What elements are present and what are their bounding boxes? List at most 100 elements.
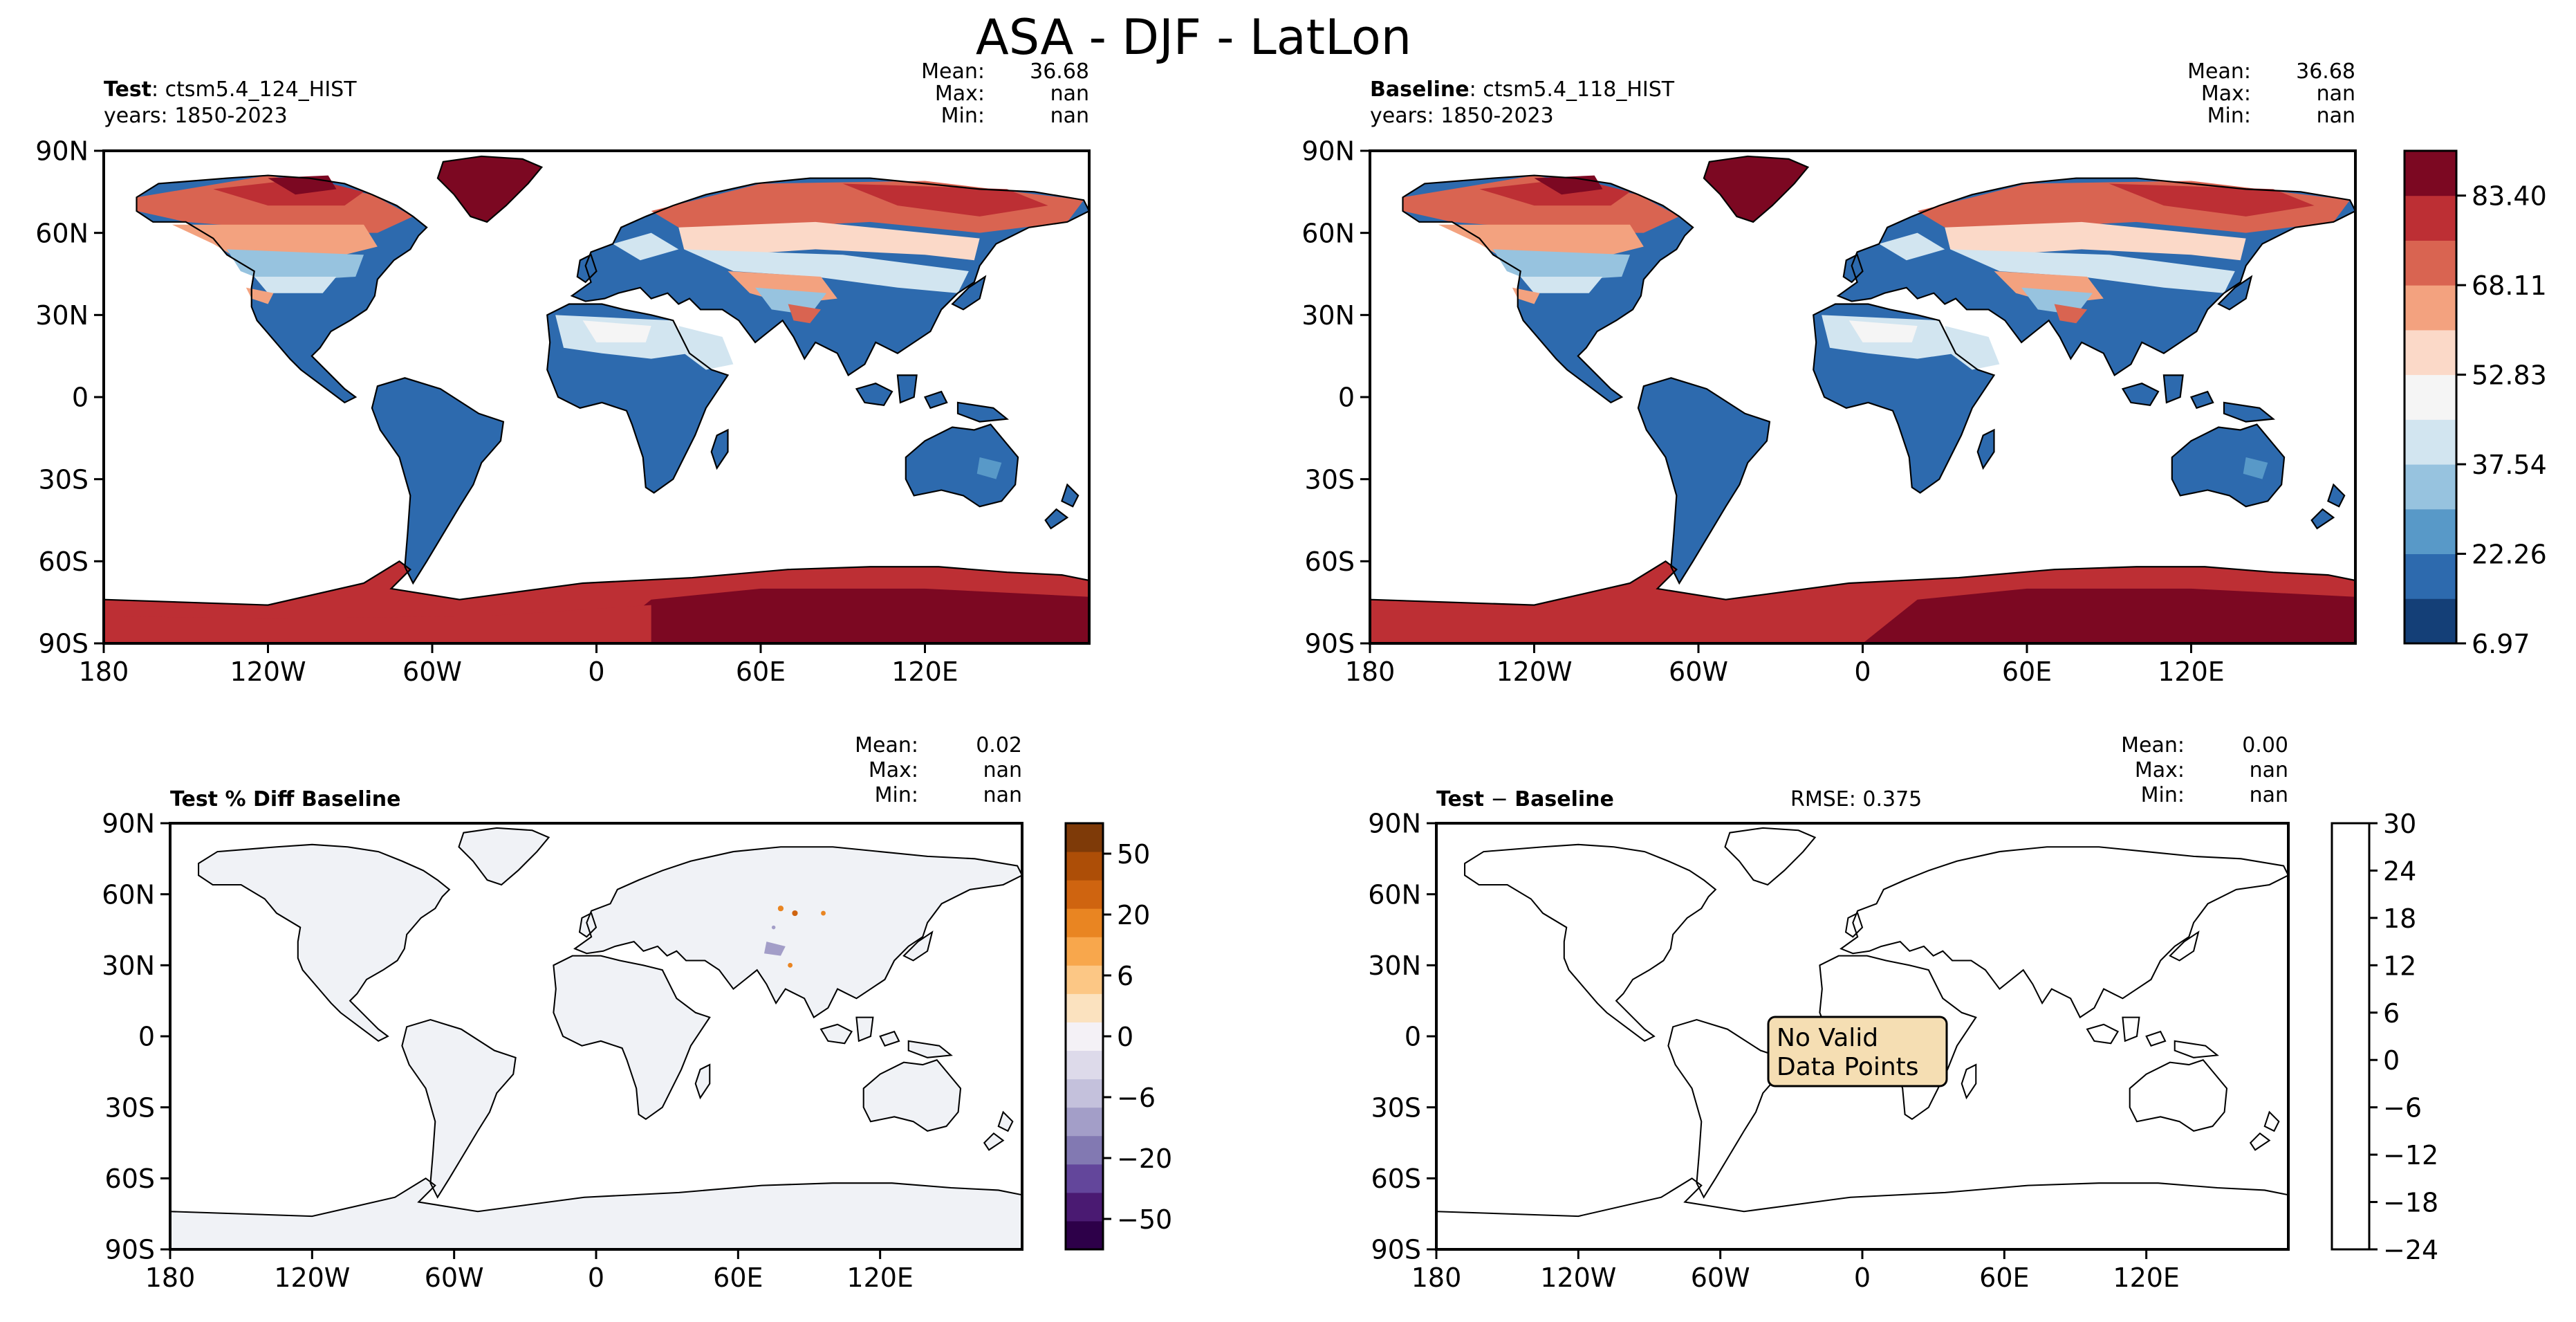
x-tick-label: 60E (713, 1263, 763, 1293)
panel-header: Test % Diff Baseline (170, 787, 401, 811)
map-area (1370, 151, 2355, 643)
no-data-notice: No Valid Data Points (1767, 1016, 1948, 1087)
y-tick-label: 60N (102, 879, 155, 910)
stat-min-label: Min: (2141, 783, 2185, 807)
figure-title: ASA - DJF - LatLon (976, 9, 1411, 66)
colorbar-ticks: 50 20 6 0 −6 −20 −50 (1103, 839, 1172, 1235)
x-tick-label: 120E (2113, 1263, 2180, 1293)
notice-line-2: Data Points (1777, 1053, 1919, 1081)
stat-min-value: nan (983, 783, 1022, 807)
colorbar-swatch (2404, 508, 2456, 555)
stat-mean-label: Mean: (2187, 59, 2251, 84)
y-tick-label: 90N (1301, 136, 1355, 167)
colorbar-shared: 83.40 68.11 52.83 37.54 22.26 6.97 (2403, 149, 2547, 659)
stat-mean-value: 0.02 (976, 733, 1022, 758)
stats-block: Mean: 36.68 Max: nan Min: nan (921, 59, 1089, 128)
panel-pct-diff: Test % Diff Baseline Mean: 0.02 Max: nan… (102, 733, 1023, 1293)
colorbar-swatch (1066, 1022, 1103, 1052)
colorbar-tick-label: 24 (2383, 856, 2416, 886)
colorbar-swatch (2404, 195, 2456, 241)
colorbar-ticks: 83.40 68.11 52.83 37.54 22.26 6.97 (2456, 181, 2547, 659)
colorbar-tick-label: −24 (2383, 1235, 2438, 1265)
colorbar-tick-label: −18 (2383, 1188, 2438, 1218)
y-tick-label: 90S (1371, 1235, 1421, 1265)
colorbar-swatch (2404, 329, 2456, 376)
stat-max-label: Max: (2201, 82, 2251, 106)
panel-header: Baseline: ctsm5.4_118_HIST (1370, 77, 1675, 102)
colorbar-swatch (1066, 993, 1103, 1022)
panel-header: Test: ctsm5.4_124_HIST (104, 77, 357, 102)
colorbar-tick-label: 20 (1117, 900, 1150, 930)
colorbar-swatch (1066, 880, 1103, 909)
colorbar-tick-label: 22.26 (2472, 540, 2547, 570)
stat-mean-label: Mean: (921, 59, 985, 84)
colorbar-tick-label: 0 (1117, 1022, 1133, 1052)
y-tick-label: 30S (39, 464, 89, 495)
colorbar-tick-label: −50 (1117, 1204, 1172, 1235)
colorbar-swatch (1066, 1164, 1103, 1193)
colorbar-tick-label: −6 (1117, 1083, 1156, 1113)
stat-min-value: nan (2250, 783, 2288, 807)
colorbar-swatch (2404, 285, 2456, 331)
x-tick-label: 120W (230, 657, 306, 687)
y-tick-label: 60S (105, 1164, 155, 1194)
colorbar-tick-label: −12 (2383, 1140, 2438, 1170)
colorbar-tick-label: 6 (1117, 961, 1133, 991)
x-tick-label: 60W (1669, 657, 1728, 687)
x-tick-label: 0 (588, 657, 604, 687)
years-label: years: 1850-2023 (1370, 104, 1554, 128)
y-tick-label: 60S (39, 547, 89, 577)
colorbar-tick-label: 83.40 (2472, 181, 2547, 212)
y-tick-label: 60N (1301, 218, 1355, 248)
colorbar-swatch (1066, 1078, 1103, 1108)
colorbar-diff: 30 24 18 12 6 0 −6 −12 −18 −24 (2331, 809, 2438, 1265)
stat-max-value: nan (2317, 82, 2355, 106)
colorbar-swatch (1066, 1050, 1103, 1080)
colorbar-tick-label: 30 (2383, 809, 2416, 839)
x-tick-label: 120W (274, 1263, 350, 1293)
notice-line-1: No Valid (1777, 1024, 1878, 1052)
x-tick-label: 120E (846, 1263, 914, 1293)
stats-block: Mean: 0.02 Max: nan Min: nan (855, 733, 1022, 807)
colorbar-ticks: 30 24 18 12 6 0 −6 −12 −18 −24 (2369, 809, 2438, 1265)
y-tick-label: 30S (1305, 464, 1355, 495)
stat-max-label: Max: (935, 82, 985, 106)
colorbar-swatch (2404, 419, 2456, 465)
y-tick-label: 30N (35, 300, 89, 331)
colorbar-swatch (1066, 965, 1103, 994)
y-tick-label: 90S (1305, 629, 1355, 659)
colorbar-tick-label: 6 (2383, 998, 2400, 1029)
x-tick-label: 120E (2158, 657, 2225, 687)
stat-mean-value: 36.68 (1030, 59, 1089, 84)
stats-block: Mean: 36.68 Max: nan Min: nan (2187, 59, 2355, 128)
stat-min-label: Min: (2207, 104, 2251, 128)
colorbar-tick-label: 18 (2383, 903, 2416, 934)
y-tick-label: 0 (1405, 1022, 1421, 1052)
y-tick-label: 30S (1371, 1092, 1421, 1123)
stat-max-label: Max: (2135, 758, 2185, 782)
stat-max-value: nan (983, 758, 1022, 782)
colorbar-tick-label: 52.83 (2472, 360, 2547, 391)
y-tick-label: 0 (138, 1022, 155, 1052)
x-tick-label: 120W (1540, 1263, 1616, 1293)
stat-min-value: nan (2317, 104, 2355, 128)
map-area (170, 823, 1022, 1249)
stat-mean-value: 36.68 (2296, 59, 2355, 84)
x-tick-label: 0 (588, 1263, 604, 1293)
y-tick-label: 30N (102, 951, 155, 981)
y-tick-label: 0 (72, 383, 89, 413)
colorbar-tick-label: 0 (2383, 1045, 2400, 1076)
stat-min-label: Min: (875, 783, 918, 807)
y-tick-label: 60N (1368, 879, 1421, 910)
colorbar-swatches (2404, 151, 2456, 644)
x-tick-label: 60E (2002, 657, 2052, 687)
x-tick-label: 120W (1496, 657, 1572, 687)
stat-mean-value: 0.00 (2242, 733, 2288, 758)
colorbar-frame (2331, 822, 2371, 1251)
stat-min-label: Min: (941, 104, 985, 128)
colorbar-swatch (1066, 908, 1103, 937)
colorbar-swatch (1066, 1220, 1103, 1250)
colorbar-swatch (2404, 598, 2456, 644)
colorbar-tick-label: 37.54 (2472, 450, 2547, 480)
x-tick-label: 60E (736, 657, 786, 687)
